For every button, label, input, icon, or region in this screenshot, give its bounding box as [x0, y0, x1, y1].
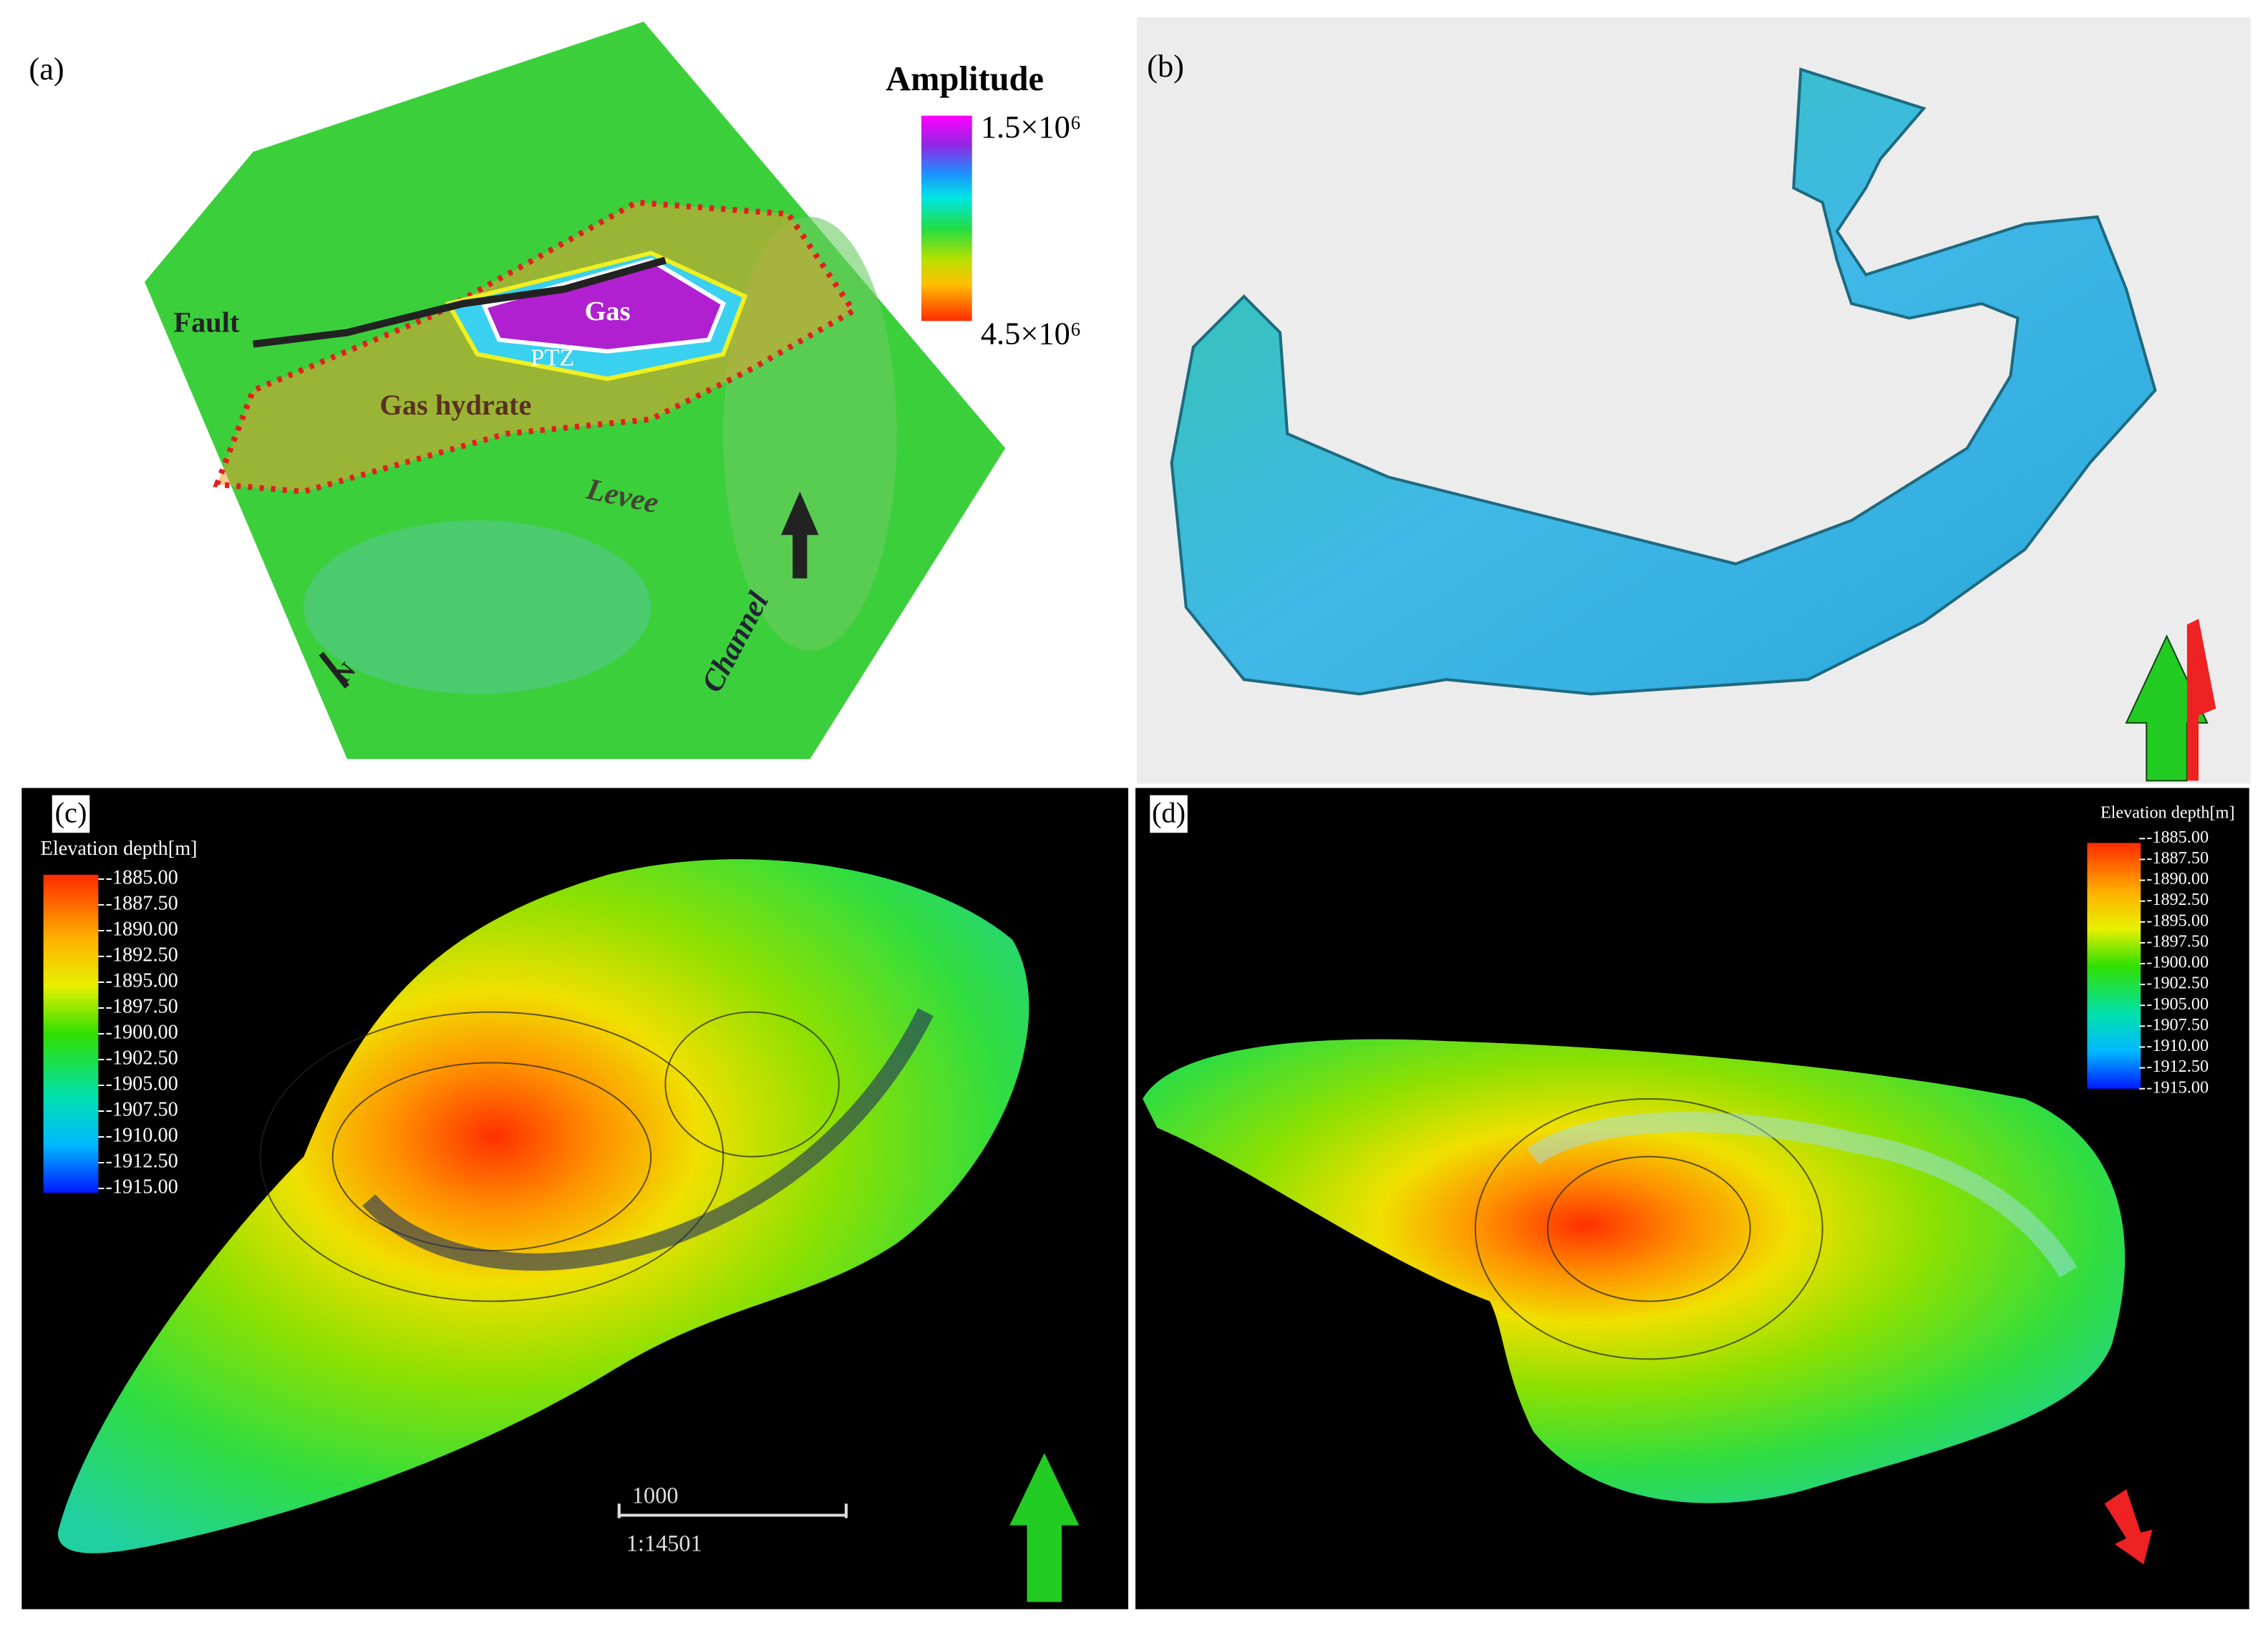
colorbar-tick-label: -1885.00: [2146, 828, 2209, 847]
colorbar-title: Amplitude: [886, 60, 1044, 98]
colorbar-tick-label: -1915.00: [105, 1176, 178, 1198]
contour: [1474, 1098, 1823, 1360]
contour: [1546, 1155, 1751, 1302]
colorbar-tick-label: -1905.00: [105, 1072, 178, 1095]
colorbar-tick-label: -1902.50: [105, 1047, 178, 1069]
contour: [259, 1011, 724, 1302]
colorbar-tick-label: -1892.50: [2146, 890, 2209, 909]
colorbar-tick-label: -1897.50: [105, 995, 178, 1017]
colorbar-tick-label: -1912.50: [105, 1150, 178, 1173]
label-box: [1150, 795, 1188, 833]
panel-label: (a): [29, 51, 64, 87]
colorbar-tick-label: -1892.50: [105, 944, 178, 966]
geobody-3d: [1170, 67, 2157, 696]
fault-line: [252, 256, 667, 348]
colorbar-tick-label: -1887.50: [2146, 848, 2209, 868]
annotation: PTZ: [530, 344, 574, 372]
colorbar-ticks: -1885.00 -1887.50 -1890.00 -1892.50 -1895.00…: [98, 866, 178, 1198]
elevation-colorbar: [43, 874, 99, 1193]
north-arrow: [1009, 1453, 1080, 1602]
orientation-arrow: [2104, 1489, 2153, 1565]
contour: [664, 1011, 840, 1158]
colorbar-tick-label: -1910.00: [2146, 1036, 2209, 1055]
elevation-colorbar: [2087, 843, 2141, 1089]
colorbar-tick-label: -1910.00: [105, 1125, 178, 1147]
colorbar-tick-label: -1887.50: [105, 892, 178, 914]
colorbar-tick-label: -1912.50: [2146, 1057, 2209, 1076]
colorbar-ticks: -1885.00-1887.50-1890.00 -1892.50 -1895.00…: [2139, 828, 2209, 1097]
scale-ratio: 1:14501: [626, 1530, 702, 1556]
scale-length: 1000: [632, 1483, 679, 1508]
annotation: Fault: [173, 306, 240, 339]
panel-label: (c): [55, 796, 87, 828]
gas-zone: [481, 258, 726, 354]
colorbar-tick: 4.5×10⁶: [981, 316, 1082, 352]
colorbar-tick: 1.5×10⁶: [981, 109, 1082, 145]
colorbar-title: Elevation depth[m]: [41, 838, 198, 860]
colorbar-tick-label: -1895.00: [105, 969, 178, 992]
colorbar-tick-label: -1895.00: [2146, 911, 2209, 930]
colorbar-tick-label: -1890.00: [105, 918, 178, 940]
channel-arrow: [781, 491, 819, 578]
map-texture: [304, 520, 651, 694]
colorbar-title: Elevation depth[m]: [2100, 803, 2235, 823]
colorbar-tick-label: -1907.50: [105, 1099, 178, 1121]
panel-label: (b): [1147, 48, 1184, 84]
colorbar-tick-label: -1897.50: [2146, 931, 2209, 951]
label-box: [52, 795, 90, 833]
panel-label: (d): [1152, 796, 1186, 828]
annotation: Gas: [585, 296, 631, 326]
orientation-arrow-side: [2186, 619, 2216, 781]
colorbar-tick-label: -1907.50: [2146, 1015, 2209, 1035]
channel-wall: [1527, 1112, 2078, 1278]
depth-surface: [57, 859, 1029, 1554]
colorbar-tick-label: -1915.00: [2146, 1077, 2209, 1097]
colorbar-tick-label: -1902.50: [2146, 974, 2209, 993]
north-arrow: [319, 651, 350, 689]
colorbar-tick-label: -1900.00: [105, 1021, 178, 1043]
annotation: Gas hydrate: [379, 389, 531, 421]
colorbar-tick-label: -1900.00: [2146, 953, 2209, 972]
colorbar-tick-label: -1885.00: [105, 866, 178, 888]
colorbar-tick-label: -1890.00: [2146, 869, 2209, 888]
colorbar-tick-label: -1905.00: [2146, 994, 2209, 1014]
amplitude-colorbar: [921, 115, 972, 321]
channel-scarp: [362, 1008, 934, 1271]
